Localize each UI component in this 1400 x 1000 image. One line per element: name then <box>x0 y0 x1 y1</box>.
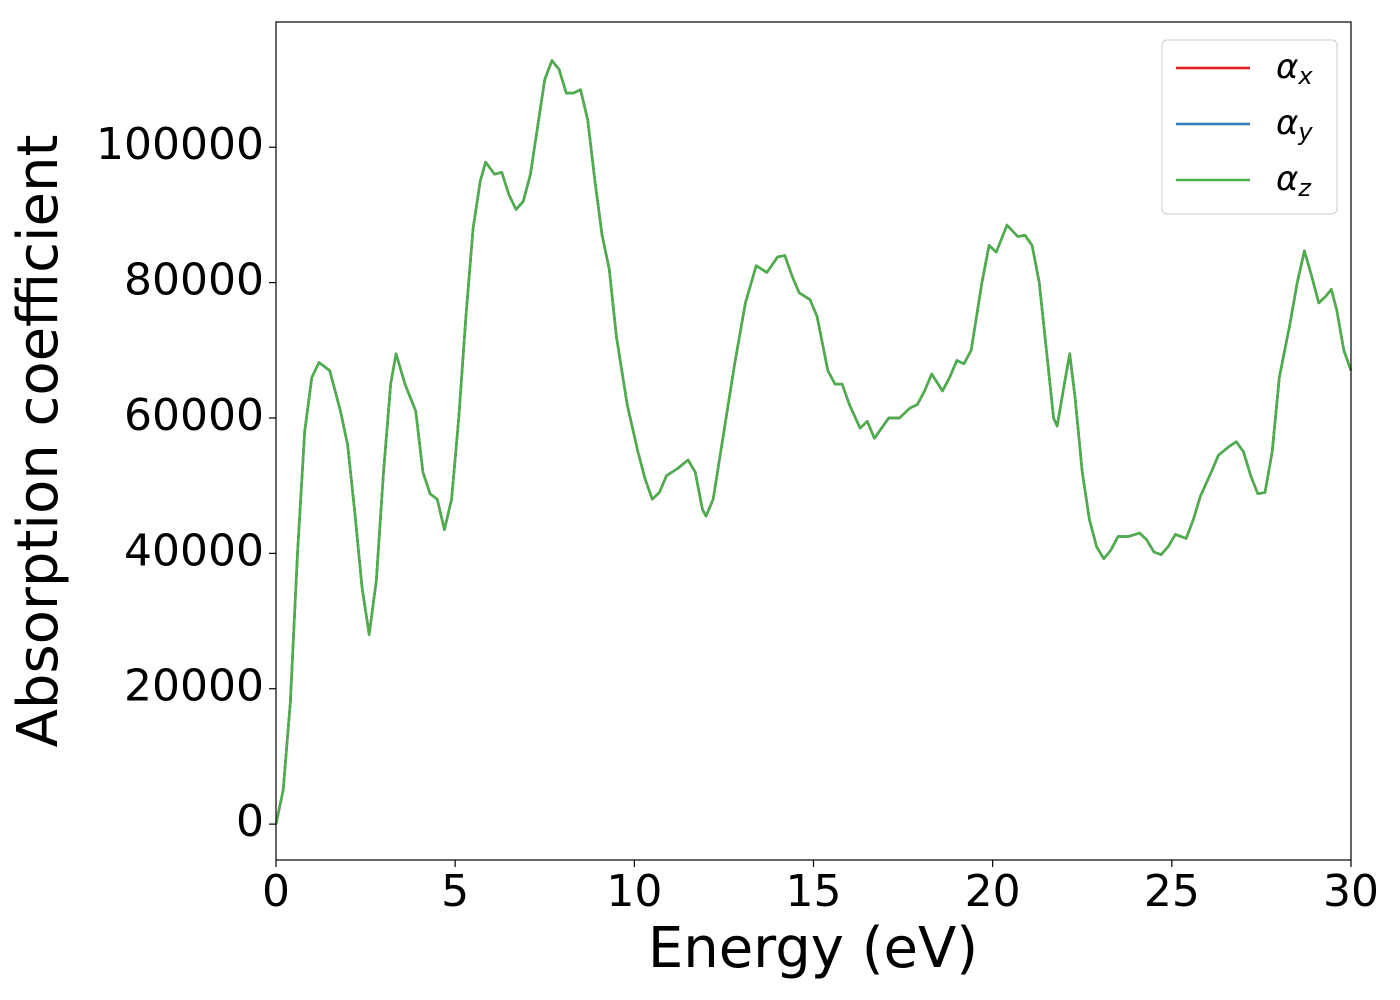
y-tick-label: 40000 <box>124 525 264 576</box>
legend-label: αy <box>1276 103 1313 147</box>
y-tick-label: 20000 <box>124 661 264 712</box>
y-tick-label: 0 <box>236 796 264 847</box>
y-axis-label: Absorption coefficient <box>6 135 71 748</box>
y-tick-label: 80000 <box>124 255 264 306</box>
y-tick-label: 100000 <box>96 119 264 170</box>
legend-box <box>1161 39 1338 215</box>
legend-label: αx <box>1276 47 1313 91</box>
plot-frame <box>275 21 1352 861</box>
x-tick-label: 25 <box>1144 866 1200 917</box>
series-line <box>274 59 1353 825</box>
x-tick-label: 0 <box>262 866 290 917</box>
x-tick-label: 5 <box>441 866 469 917</box>
y-tick-label: 60000 <box>124 390 264 441</box>
x-tick-label: 30 <box>1323 866 1379 917</box>
legend-label: αz <box>1276 159 1312 203</box>
x-tick-label: 20 <box>965 866 1021 917</box>
x-tick-label: 15 <box>786 866 842 917</box>
x-tick-label: 10 <box>606 866 662 917</box>
x-axis-label: Energy (eV) <box>648 916 978 981</box>
